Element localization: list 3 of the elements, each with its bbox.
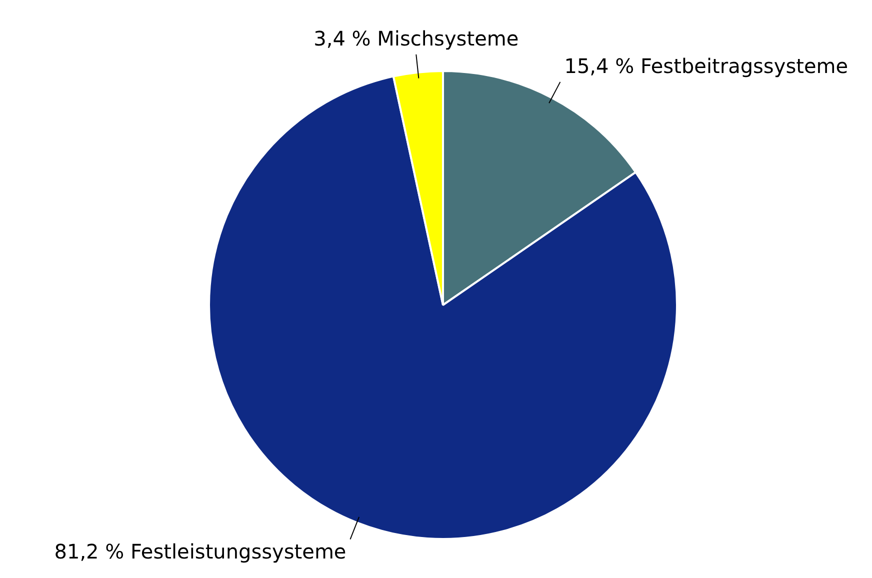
slice-label: 81,2 % Festleistungssysteme — [54, 540, 346, 564]
slice-label: 3,4 % Mischsysteme — [314, 26, 519, 51]
slice-label: 15,4 % Festbeitragssysteme — [564, 54, 848, 78]
